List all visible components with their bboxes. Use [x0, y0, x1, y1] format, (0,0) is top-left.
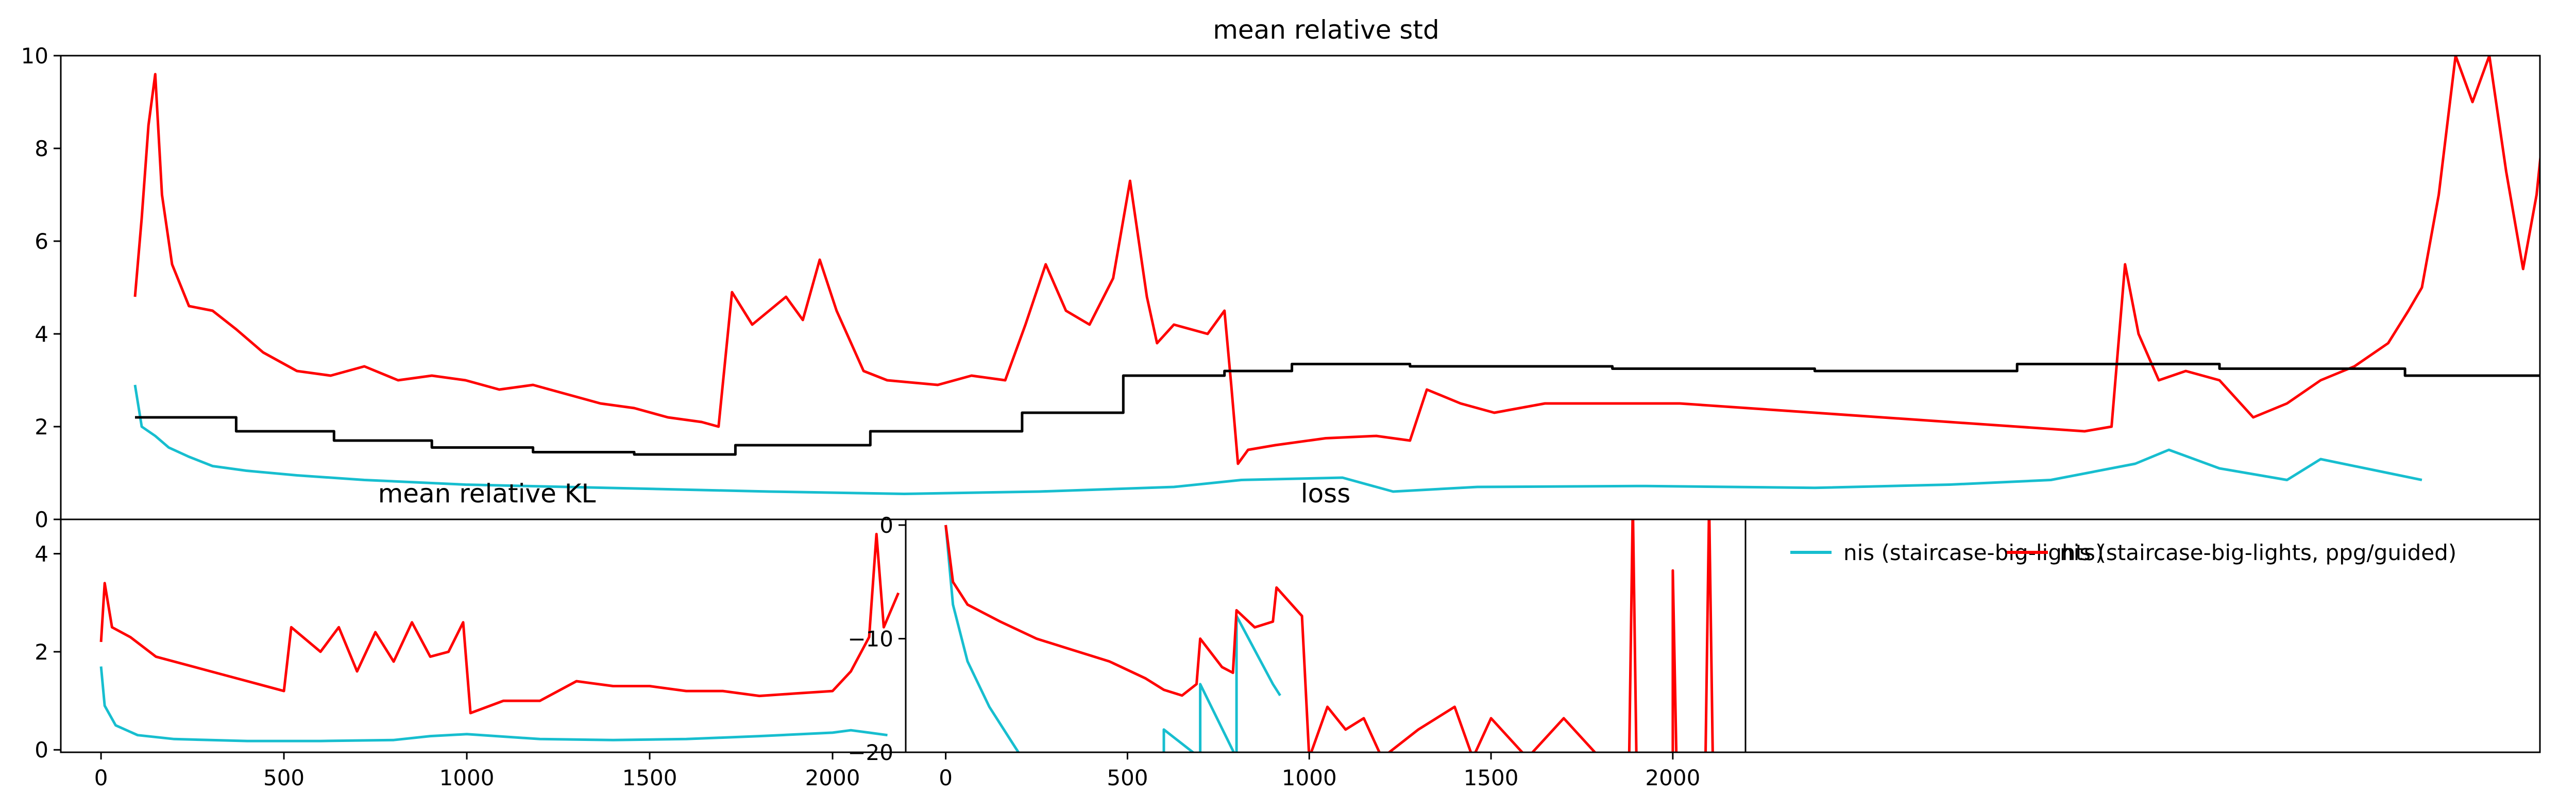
kl-axes-frame: [60, 518, 907, 753]
kl-ytick-label: 2: [35, 639, 48, 665]
kl-chart: 0 2 4 0 500 1000 1500 2000: [35, 533, 900, 790]
kl-ytick-label: 4: [35, 542, 48, 567]
std-series-line-2: [135, 363, 2540, 456]
loss-xtick-label: 0: [939, 765, 953, 790]
loss-xtick-label: 1500: [1464, 765, 1519, 790]
legend: nis (staircase-big-lights) nis (staircas…: [1790, 540, 2456, 565]
loss-series-line-1: [944, 519, 1714, 752]
loss-ytick-label: 0: [879, 513, 893, 538]
kl-xtick-label: 0: [94, 765, 108, 790]
std-ytick-label: 10: [21, 43, 48, 69]
kl-xtick-label: 1000: [439, 765, 495, 790]
kl-series: [99, 533, 900, 742]
loss-chart: 0−10−200 500 1000 1500 2000: [848, 513, 1714, 790]
std-chart: 0 2 4 6 8 10: [21, 43, 2540, 532]
std-ytick-label: 4: [35, 322, 48, 347]
loss-series: [944, 519, 1714, 752]
std-ytick-label: 2: [35, 414, 48, 440]
kl-xtick-label: 2000: [805, 765, 860, 790]
kl-series-line-1: [99, 533, 900, 715]
loss-series-line-0: [944, 525, 1281, 752]
std-ytick-label: 6: [35, 229, 48, 254]
loss-xtick-label: 1000: [1282, 765, 1337, 790]
kl-ytick-label: 0: [35, 737, 48, 763]
loss-xtick-label: 2000: [1645, 765, 1700, 790]
kl-xtick-label: 1500: [622, 765, 677, 790]
kl-series-line-0: [99, 666, 888, 742]
legend-label-nis-guided: nis (staircase-big-lights, ppg/guided): [2060, 540, 2456, 565]
std-ytick-label: 8: [35, 136, 48, 161]
std-series-line-1: [133, 56, 2540, 465]
std-ytick-label: 0: [35, 507, 48, 532]
legend-label-nis: nis (staircase-big-lights): [1843, 540, 2104, 565]
loss-ytick-label: −10: [848, 627, 893, 652]
std-series-line-0: [133, 384, 2422, 495]
kl-title: mean relative KL: [378, 479, 596, 509]
kl-xtick-label: 500: [263, 765, 304, 790]
loss-title: loss: [1301, 479, 1351, 509]
std-series: [133, 56, 2540, 495]
std-title: mean relative std: [1213, 15, 1439, 45]
loss-xtick-label: 500: [1107, 765, 1148, 790]
loss-axes-frame: [905, 518, 2541, 753]
